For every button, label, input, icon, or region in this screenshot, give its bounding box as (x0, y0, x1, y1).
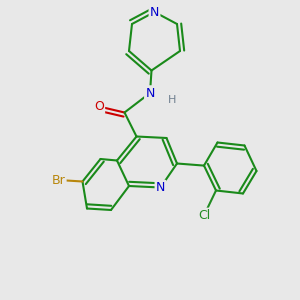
Text: N: N (145, 86, 155, 100)
Text: N: N (150, 5, 159, 19)
Text: O: O (94, 100, 104, 113)
Text: N: N (156, 181, 165, 194)
Text: Br: Br (52, 173, 65, 187)
Text: H: H (168, 94, 177, 105)
Text: Cl: Cl (198, 209, 210, 222)
